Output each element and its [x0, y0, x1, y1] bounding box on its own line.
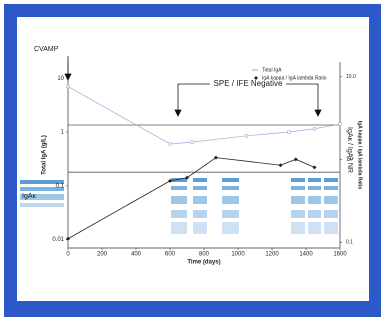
marker [245, 135, 248, 138]
marker [67, 85, 70, 88]
x-tick-label: 200 [97, 252, 108, 258]
annotation: IgAκ / IgAλ NR [346, 127, 353, 173]
marker [313, 127, 316, 130]
marker [191, 141, 194, 144]
y2-tick-label: 1.0 [346, 157, 353, 163]
x-tick-label: 1200 [265, 252, 279, 258]
y-tick-label: 10 [57, 76, 64, 82]
marker [169, 143, 172, 146]
y-tick-label: 0.01 [52, 237, 64, 243]
marker [339, 123, 342, 126]
panel [17, 17, 369, 301]
x-tick-label: 1600 [333, 252, 347, 258]
x-tick-label: 400 [131, 252, 142, 258]
x-tick-label: 1000 [231, 252, 245, 258]
y2-tick-label: 10.0 [346, 74, 356, 80]
x-axis-label: Time (days) [187, 260, 220, 266]
x-tick-label: 1400 [299, 252, 313, 258]
y2-axis-label: IgA kappa / IgA lambda Ratio [357, 121, 363, 190]
marker [288, 131, 291, 134]
y-axis-label: Total IgA (g/L) [42, 135, 48, 175]
legend-label: IgA kappa / IgA lambda Ratio [262, 75, 327, 81]
annotation: IgAκ [22, 193, 37, 200]
legend-label: Total IgA [262, 67, 282, 73]
y-tick-label: 0.1 [56, 183, 65, 189]
x-tick-label: 800 [199, 252, 210, 258]
x-tick-label: 600 [165, 252, 176, 258]
y2-tick-label: 0.1 [346, 239, 353, 245]
annotation: CVAMP [34, 46, 59, 53]
figure: CVAMP SPE / IFE Negative IgAκ / IgAλ NR … [0, 0, 385, 321]
